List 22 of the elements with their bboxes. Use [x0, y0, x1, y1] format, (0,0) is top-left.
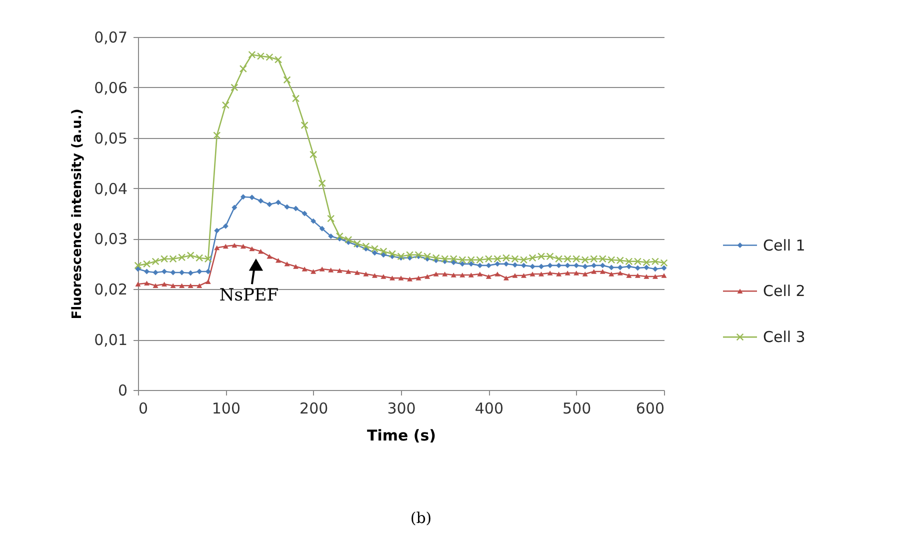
y-tick-label: 0,05	[94, 129, 128, 148]
text: (b)	[410, 509, 432, 527]
x-axis-title: Time (s)	[366, 426, 436, 444]
legend-label: Cell 2	[763, 282, 806, 300]
x-tick-label: 300	[387, 400, 416, 418]
legend-label: Cell 1	[763, 236, 806, 254]
x-tick-label: 400	[474, 400, 504, 418]
y-tick-label: 0,01	[94, 331, 128, 350]
legend-label: Cell 3	[763, 328, 806, 346]
x-tick-label: 100	[212, 400, 240, 418]
x-tick-label: 500	[562, 400, 592, 418]
y-tick-label: 0	[118, 382, 128, 400]
y-axis-title: Fluorescence intensity (a.u.)	[70, 108, 86, 320]
y-tick-label: 0,03	[94, 230, 128, 248]
annotation: NsPEF	[219, 286, 279, 306]
y-tick-label: 0,06	[94, 78, 128, 97]
x-tick-label: 200	[300, 400, 328, 418]
y-tick-label: 0,04	[94, 180, 128, 198]
x-tick-label: 600	[636, 400, 664, 418]
y-tick-label: 0,02	[94, 280, 128, 299]
x-tick-label: 0	[138, 400, 148, 418]
y-tick-label: 0,07	[94, 28, 128, 46]
